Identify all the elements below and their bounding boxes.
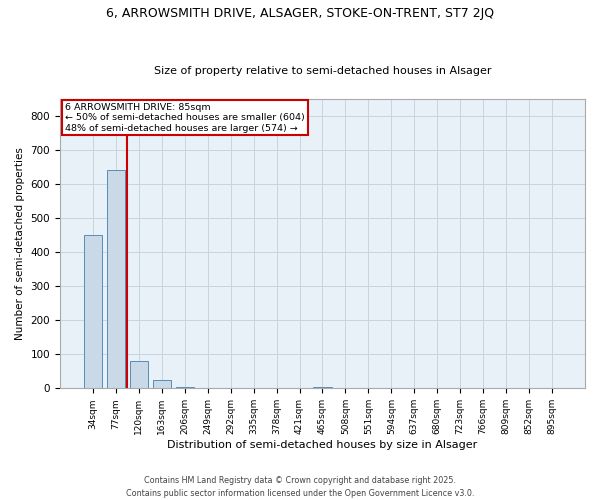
Title: Size of property relative to semi-detached houses in Alsager: Size of property relative to semi-detach…	[154, 66, 491, 76]
Bar	[84, 235, 102, 388]
X-axis label: Distribution of semi-detached houses by size in Alsager: Distribution of semi-detached houses by …	[167, 440, 478, 450]
Y-axis label: Number of semi-detached properties: Number of semi-detached properties	[15, 147, 25, 340]
Bar	[152, 380, 171, 388]
Bar	[176, 386, 194, 388]
Text: Contains HM Land Registry data © Crown copyright and database right 2025.
Contai: Contains HM Land Registry data © Crown c…	[126, 476, 474, 498]
Text: 6, ARROWSMITH DRIVE, ALSAGER, STOKE-ON-TRENT, ST7 2JQ: 6, ARROWSMITH DRIVE, ALSAGER, STOKE-ON-T…	[106, 8, 494, 20]
Text: 6 ARROWSMITH DRIVE: 85sqm
← 50% of semi-detached houses are smaller (604)
48% of: 6 ARROWSMITH DRIVE: 85sqm ← 50% of semi-…	[65, 103, 305, 132]
Bar	[313, 386, 332, 388]
Bar	[130, 361, 148, 388]
Bar	[107, 170, 125, 388]
